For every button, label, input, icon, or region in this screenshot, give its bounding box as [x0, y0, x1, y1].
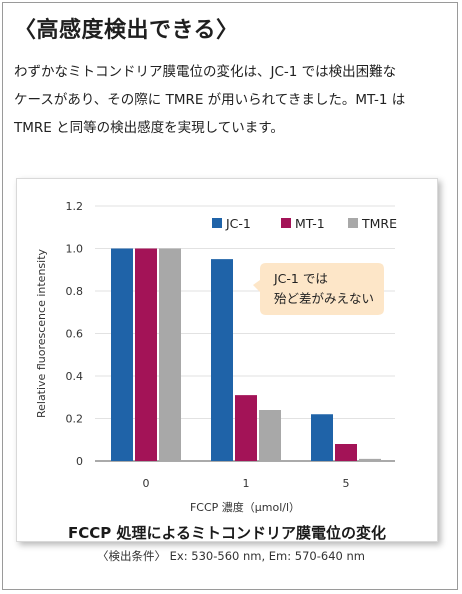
x-axis-label: FCCP 濃度（µmol/l）: [190, 500, 300, 514]
legend-swatch-jc-1: [212, 218, 222, 228]
y-tick-label: 0.2: [66, 413, 84, 426]
y-tick-label: 1.2: [66, 200, 84, 213]
y-tick-label: 0.4: [66, 370, 84, 383]
legend-swatch-mt-1: [281, 218, 291, 228]
legend-label-jc-1: JC-1: [225, 216, 251, 231]
description-line: わずかなミトコンドリア膜電位の変化は、JC-1 では検出困難な: [14, 64, 397, 80]
callout-bubble: [253, 263, 384, 315]
legend-swatch-tmre: [348, 218, 358, 228]
bar-tmre-0: [159, 248, 181, 461]
bar-tmre-1: [259, 410, 281, 461]
content-frame: [2, 2, 458, 590]
detection-conditions-caption: 〈検出条件〉 Ex: 530-560 nm, Em: 570-640 nm: [97, 549, 365, 563]
description-line: TMRE と同等の検出感度を実現しています。: [14, 120, 284, 136]
bar-chart: 0 0.2 0.4 0.6 0.8 1.0 1.2 0 1 5 Relative fluoresce…: [35, 200, 397, 542]
legend-label-mt-1: MT-1: [295, 216, 325, 231]
bar-tmre-5: [359, 458, 381, 461]
chart-card: 0 0.2 0.4 0.6 0.8 1.0 1.2 0 1 5 Relative fluoresce…: [16, 178, 438, 542]
description-text: わずかなミトコンドリア膜電位の変化は、JC-1 では検出困難な ケースがあり、そ…: [14, 58, 446, 142]
y-tick-label: 1.0: [66, 243, 84, 256]
legend-label-tmre: TMRE: [361, 216, 397, 231]
y-tick-label: 0.8: [66, 285, 84, 298]
bar-jc-1-1: [211, 259, 233, 461]
description-line: ケースがあり、その際に TMRE が用いられてきました。MT-1 は: [14, 92, 406, 108]
callout-text-line: 殆ど差がみえない: [274, 291, 374, 306]
bar-mt-1-5: [335, 444, 357, 461]
bar-mt-1-0: [135, 248, 157, 461]
chart-title: FCCP 処理によるミトコンドリア膜電位の変化: [68, 524, 386, 541]
y-axis-label: Relative fluorescence intensity: [35, 248, 48, 418]
bar-mt-1-1: [235, 395, 257, 461]
callout-text-line: JC-1 では: [273, 271, 328, 286]
x-tick-label: 5: [343, 477, 350, 490]
y-tick-label: 0.6: [66, 328, 84, 341]
x-tick-label: 0: [143, 477, 150, 490]
x-tick-label: 1: [243, 477, 250, 490]
bar-jc-1-0: [111, 248, 133, 461]
bar-jc-1-5: [311, 414, 333, 461]
y-tick-label: 0: [76, 455, 83, 468]
section-heading: 〈高感度検出できる〉: [14, 18, 239, 43]
